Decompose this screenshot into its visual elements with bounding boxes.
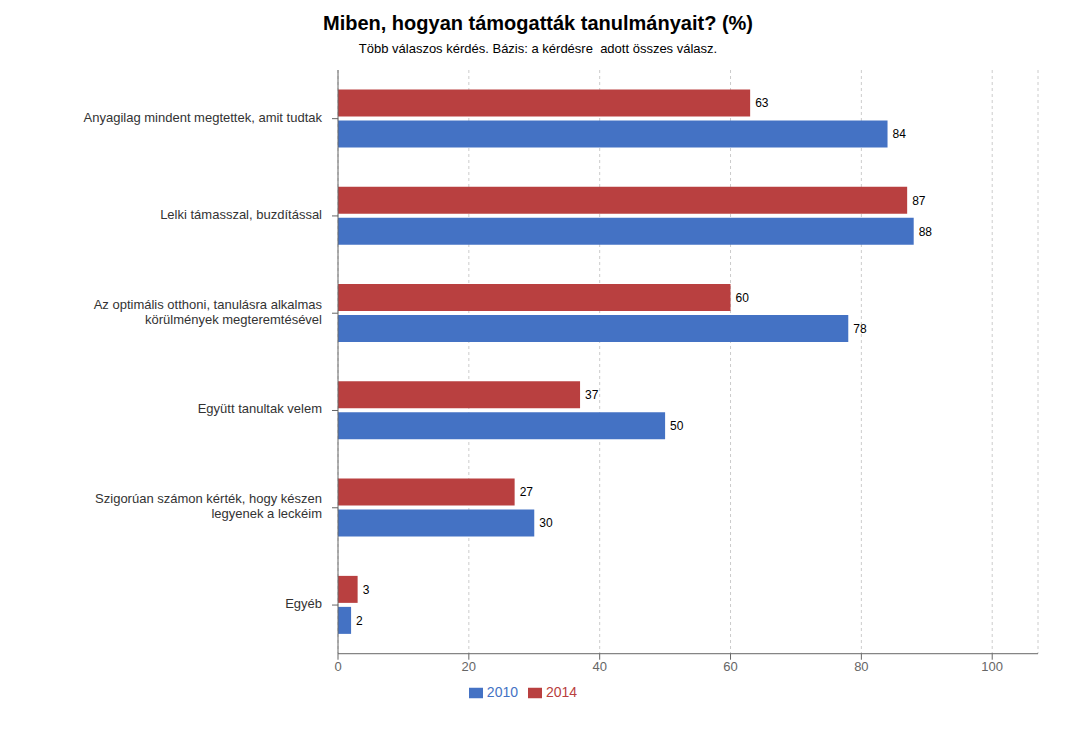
svg-text:78: 78: [853, 322, 867, 336]
html-text:2010: 2010: [486, 683, 518, 700]
svg-text:87: 87: [912, 194, 926, 208]
svg-text:Szigorúan számon kérték, hogy: Szigorúan számon kérték, hogy készenlegy…: [95, 492, 322, 522]
svg-text:Az optimális otthoni, tanulásr: Az optimális otthoni, tanulásra alkalmas…: [94, 297, 323, 327]
svg-text:100: 100: [981, 659, 1003, 674]
html-text:2014: 2014: [546, 683, 578, 700]
svg-text:37: 37: [585, 388, 599, 402]
svg-text:84: 84: [893, 127, 907, 141]
html-text:Több válaszos kérdés. Bázis: a: Több válaszos kérdés. Bázis: a kérdésre …: [358, 41, 718, 56]
svg-text:30: 30: [539, 516, 553, 530]
svg-text:0: 0: [334, 659, 341, 674]
svg-text:88: 88: [919, 225, 933, 239]
svg-text:50: 50: [670, 419, 684, 433]
svg-text:27: 27: [520, 485, 534, 499]
svg-text:40: 40: [592, 659, 606, 674]
svg-text:63: 63: [755, 96, 769, 110]
svg-text:20: 20: [462, 659, 476, 674]
svg-text:Lelki támasszal, buzdítással: Lelki támasszal, buzdítással: [160, 207, 322, 222]
svg-text:80: 80: [854, 659, 868, 674]
svg-text:60: 60: [736, 291, 750, 305]
svg-text:Egyéb: Egyéb: [285, 596, 322, 611]
svg-text:60: 60: [723, 659, 737, 674]
svg-text:3: 3: [363, 583, 370, 597]
svg-text:2: 2: [356, 614, 363, 628]
svg-text:Együtt tanultak velem: Együtt tanultak velem: [198, 402, 322, 417]
svg-text:Anyagilag mindent megtettek, a: Anyagilag mindent megtettek, amit tudtak: [84, 110, 323, 125]
html-text:Miben, hogyan támogatták tanul: Miben, hogyan támogatták tanulmányait? (…: [323, 12, 753, 34]
